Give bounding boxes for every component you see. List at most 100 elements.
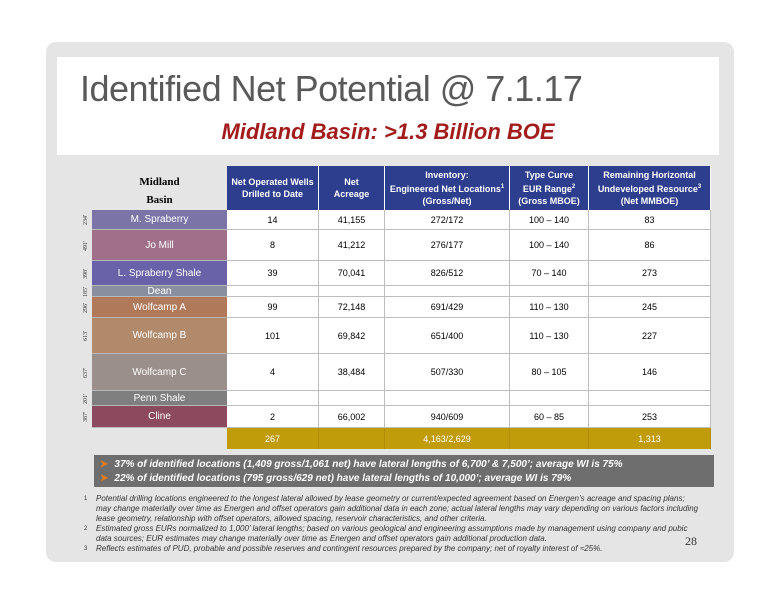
bullet-text: 37% of identified locations (1,409 gross… [114,458,623,470]
table-cell-inventory [385,391,510,406]
bullet-item: ➤ 22% of identified locations (795 gross/… [100,471,708,485]
table-cell-resource [589,391,711,406]
table-cell-eur: 70 – 140 [510,261,589,286]
table-cell-wells: 39 [227,261,319,286]
table-cell-eur [510,286,589,297]
total-empty [319,428,385,449]
table-cell-inventory: 276/177 [385,230,510,261]
arrow-bullet-icon: ➤ [100,458,109,470]
table-cell-acreage: 38,484 [319,354,385,391]
table-cell-acreage: 69,842 [319,318,385,354]
zone-thickness-text: 637' [83,367,89,378]
zone-thickness: 185' [80,286,92,297]
table-cell-eur: 80 – 105 [510,354,589,391]
arrow-bullet-icon: ➤ [100,472,109,484]
table-cell-wells: 4 [227,354,319,391]
page-number: 28 [685,534,697,548]
table-cell-wells: 2 [227,406,319,428]
zone-thickness-text: 491' [83,240,89,251]
table-cell-inventory: 691/429 [385,297,510,318]
table-cell-resource: 86 [589,230,711,261]
footnote-number: 3 [84,546,88,552]
table-cell-acreage [319,286,385,297]
basin-header: Midland Basin [92,173,227,209]
zone-label: M. Spraberry [92,210,227,230]
table-cell-eur [510,391,589,406]
column-header-line: Drilled to Date [241,189,303,199]
table-cell-wells [227,391,319,406]
table-cell-resource: 227 [589,318,711,354]
table-cell-wells: 14 [227,210,319,230]
footnote-text: Estimated gross EURs normalized to 1,000… [96,524,688,543]
table-cell-eur: 60 – 85 [510,406,589,428]
column-header-line: (Gross MBOE) [518,196,580,206]
column-header: Net Acreage [319,166,385,210]
table-cell-resource: 83 [589,210,711,230]
table-cell-wells: 8 [227,230,319,261]
table-cell-eur: 110 – 130 [510,297,589,318]
footnote-number: 1 [84,496,88,502]
table-cell-resource: 273 [589,261,711,286]
column-header: Remaining Horizontal Undeveloped Resource… [589,166,711,210]
table-cell-eur: 110 – 130 [510,318,589,354]
total-resource: 1,313 [589,428,711,449]
zone-label: L. Spraberry Shale [92,261,227,286]
highlights-bar: ➤ 37% of identified locations (1,409 gros… [94,455,714,487]
zone-thickness: 613' [80,318,92,354]
zone-thickness-text: 613' [83,330,89,342]
column-header-line: EUR Range2 [518,181,580,195]
table-cell-resource: 146 [589,354,711,391]
zone-thickness: 491' [80,230,92,261]
column-header-line: Inventory: [425,170,469,180]
table-cell-inventory: 940/609 [385,406,510,428]
column-header-line: Remaining Horizontal [603,170,696,180]
column-header-text: Undeveloped Resource [597,184,698,194]
zone-thickness-text: 201' [83,393,89,404]
zone-thickness: 387' [80,406,92,428]
zone-thickness-text: 387' [83,411,89,423]
table-cell-wells: 99 [227,297,319,318]
basin-header-line-2: Basin [146,194,173,206]
column-header-line: Acreage [333,189,370,199]
column-header-line: Type Curve [524,170,574,180]
table-cell-inventory: 507/330 [385,354,510,391]
zone-thickness-text: 234' [83,214,89,226]
zone-thickness: 201' [80,391,92,406]
zone-label: Wolfcamp C [92,354,227,391]
footnote: 2 Estimated gross EURs normalized to 1,00… [84,524,699,544]
zone-label: Wolfcamp A [92,297,227,318]
zone-label: Cline [92,406,227,428]
zone-thickness-text: 398' [83,268,89,279]
column-header-text: Engineered Net Locations [389,184,501,194]
zone-label: Jo Mill [92,230,227,261]
table-cell-eur: 100 – 140 [510,230,589,261]
basin-header-line-1: Midland [139,176,180,188]
table-cell-eur: 100 – 140 [510,210,589,230]
column-header: Type Curve EUR Range2 (Gross MBOE) [510,166,589,210]
column-header-line: (Net MMBOE) [620,196,679,206]
bullet-item: ➤ 37% of identified locations (1,409 gros… [100,457,708,471]
zone-label: Penn Shale [92,391,227,406]
table-cell-inventory: 272/172 [385,210,510,230]
page-subtitle: Midland Basin: >1.3 Billion BOE [221,119,555,144]
table-cell-inventory [385,286,510,297]
column-header-line: Net Operated Wells [231,177,314,187]
zone-thickness: 637' [80,354,92,391]
zone-thickness-text: 185' [83,286,89,297]
table-cell-resource: 245 [589,297,711,318]
total-inventory: 4,163/2,629 [385,428,510,449]
zone-label: Wolfcamp B [92,318,227,354]
column-header: Inventory: Engineered Net Locations1 (Gros… [385,166,510,210]
column-header-line: Engineered Net Locations1 [390,181,504,195]
table-cell-inventory: 826/512 [385,261,510,286]
table-cell-acreage: 41,155 [319,210,385,230]
table-cell-acreage: 41,212 [319,230,385,261]
total-wells: 267 [227,428,319,449]
table-cell-acreage: 66,002 [319,406,385,428]
table-cell-resource [589,286,711,297]
column-header-line: (Gross/Net) [422,196,472,206]
footnote-ref: 2 [571,184,576,190]
page-title: Identified Net Potential @ 7.1.17 [80,68,583,109]
footnote: 3 Reflects estimates of PUD, probable and… [84,544,699,554]
footnote-ref: 1 [500,184,505,190]
